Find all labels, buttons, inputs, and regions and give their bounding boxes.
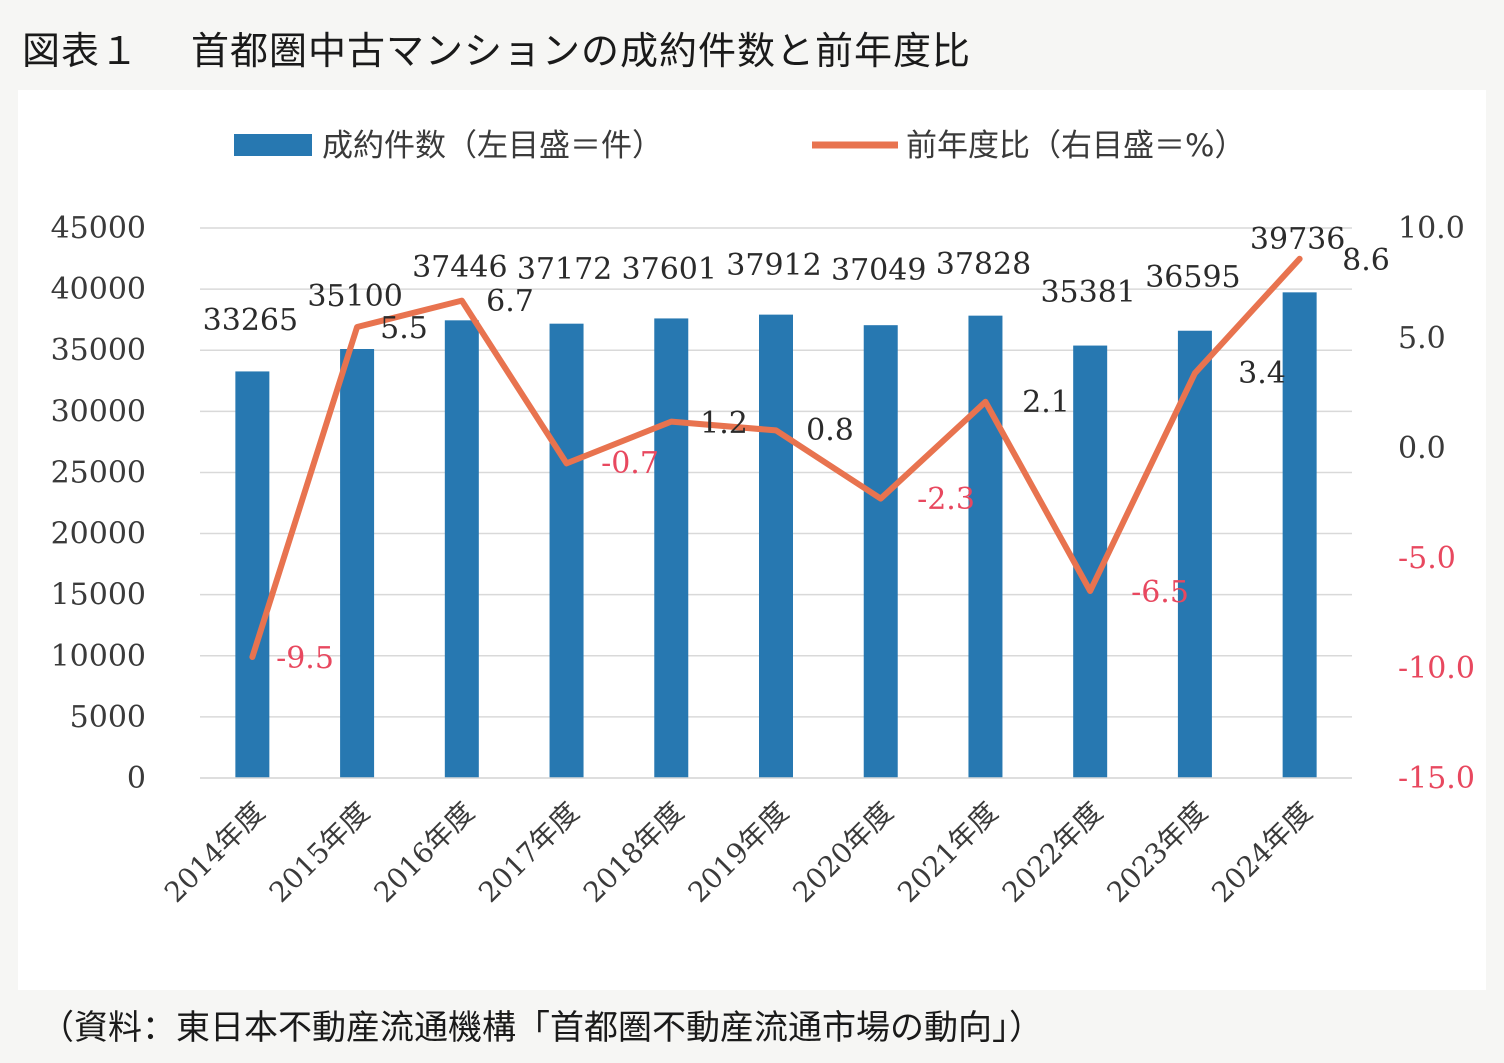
percent-value-label: -0.7 (601, 446, 659, 481)
bar (549, 323, 584, 778)
left-tick-label: 35000 (51, 333, 146, 368)
combo-chart: 成約件数（左目盛＝件） 前年度比（右目盛＝%） 0 5000 10000 15000 2… (51, 128, 1475, 909)
percent-value-label: 1.2 (700, 406, 748, 441)
left-axis: 0 5000 10000 15000 20000 25000 30000 35000 40000… (51, 211, 146, 796)
source-note: （資料：東日本不動産流通機構「首都圏不動産流通市場の動向」） (40, 1008, 1043, 1048)
percent-value-label: 0.8 (806, 413, 854, 448)
bar-value-label: 39736 (1250, 222, 1345, 257)
legend-bar-swatch (234, 134, 312, 156)
percent-value-label: 5.5 (380, 311, 428, 346)
figure-number: 図表１ (22, 29, 140, 73)
bar-value-label: 33265 (203, 303, 298, 338)
left-tick-label: 5000 (70, 700, 146, 735)
x-category-label: 2015年度 (263, 796, 376, 909)
left-tick-label: 10000 (51, 639, 146, 674)
left-tick-label: 40000 (51, 272, 146, 307)
bar-value-label: 37446 (412, 250, 507, 285)
left-tick-label: 15000 (51, 578, 146, 613)
bar-value-label: 37172 (517, 252, 612, 287)
x-category-label: 2021年度 (891, 796, 1004, 909)
percent-value-label: 3.4 (1238, 356, 1286, 391)
bar-value-label: 35381 (1040, 275, 1135, 310)
x-category-label: 2022年度 (996, 796, 1109, 909)
figure-title-text: 首都圏中古マンションの成約件数と前年度比 (191, 29, 972, 73)
x-category-label: 2020年度 (786, 796, 899, 909)
legend-bar-label: 成約件数（左目盛＝件） (322, 128, 663, 164)
left-tick-label: 30000 (51, 394, 146, 429)
left-tick-label: 0 (127, 761, 146, 796)
bar (1282, 292, 1317, 778)
percent-labels: -9.5 5.5 6.7 -0.7 1.2 0.8 -2.3 2.1 -6.5 3.4 8.6 (276, 243, 1390, 676)
right-tick-label: -10.0 (1398, 651, 1475, 686)
right-tick-label: 0.0 (1398, 431, 1446, 466)
left-tick-label: 45000 (51, 211, 146, 246)
figure-title: 図表１ 首都圏中古マンションの成約件数と前年度比 (22, 20, 971, 75)
legend-line-label: 前年度比（右目盛＝%） (906, 128, 1245, 164)
x-category-label: 2014年度 (158, 796, 271, 909)
x-category-label: 2018年度 (577, 796, 690, 909)
left-tick-label: 25000 (51, 455, 146, 490)
bar-value-label: 37828 (936, 247, 1031, 282)
bar-value-label: 37601 (622, 252, 717, 287)
bar (340, 349, 375, 778)
legend: 成約件数（左目盛＝件） 前年度比（右目盛＝%） (234, 128, 1245, 164)
right-tick-label: 10.0 (1398, 211, 1465, 246)
x-axis: 2014年度2015年度2016年度2017年度2018年度2019年度2020… (158, 777, 1352, 909)
bar (759, 314, 793, 778)
percent-value-label: -9.5 (276, 641, 334, 676)
bar (968, 315, 1003, 778)
bar-series (235, 292, 1317, 778)
bar-value-label: 36595 (1145, 260, 1240, 295)
bar-value-label: 37912 (726, 248, 821, 283)
x-category-label: 2019年度 (682, 796, 795, 909)
x-category-label: 2016年度 (367, 796, 480, 909)
yoy-line (249, 255, 1303, 660)
percent-value-label: 6.7 (486, 284, 534, 319)
bar-value-label: 37049 (831, 253, 926, 288)
percent-value-label: -6.5 (1131, 575, 1189, 610)
line-series (249, 255, 1303, 660)
bar-value-label: 35100 (307, 279, 402, 314)
right-tick-label: -5.0 (1398, 541, 1456, 576)
percent-value-label: 2.1 (1022, 385, 1070, 420)
right-tick-label: 5.0 (1398, 321, 1446, 356)
bar (654, 318, 689, 778)
bar (235, 371, 270, 778)
left-tick-label: 20000 (51, 517, 146, 552)
percent-value-label: 8.6 (1342, 243, 1390, 278)
bar-labels: 33265 35100 37446 37172 37601 37912 37049 37828… (203, 222, 1346, 338)
percent-value-label: -2.3 (917, 482, 975, 517)
right-axis: -15.0 -10.0 -5.0 0.0 5.0 10.0 (1398, 211, 1475, 796)
bar (1177, 330, 1212, 778)
x-category-label: 2023年度 (1101, 796, 1214, 909)
x-category-label: 2017年度 (472, 796, 585, 909)
bar (444, 320, 479, 778)
x-category-label: 2024年度 (1205, 796, 1318, 909)
bar (863, 325, 898, 778)
right-tick-label: -15.0 (1398, 761, 1475, 796)
